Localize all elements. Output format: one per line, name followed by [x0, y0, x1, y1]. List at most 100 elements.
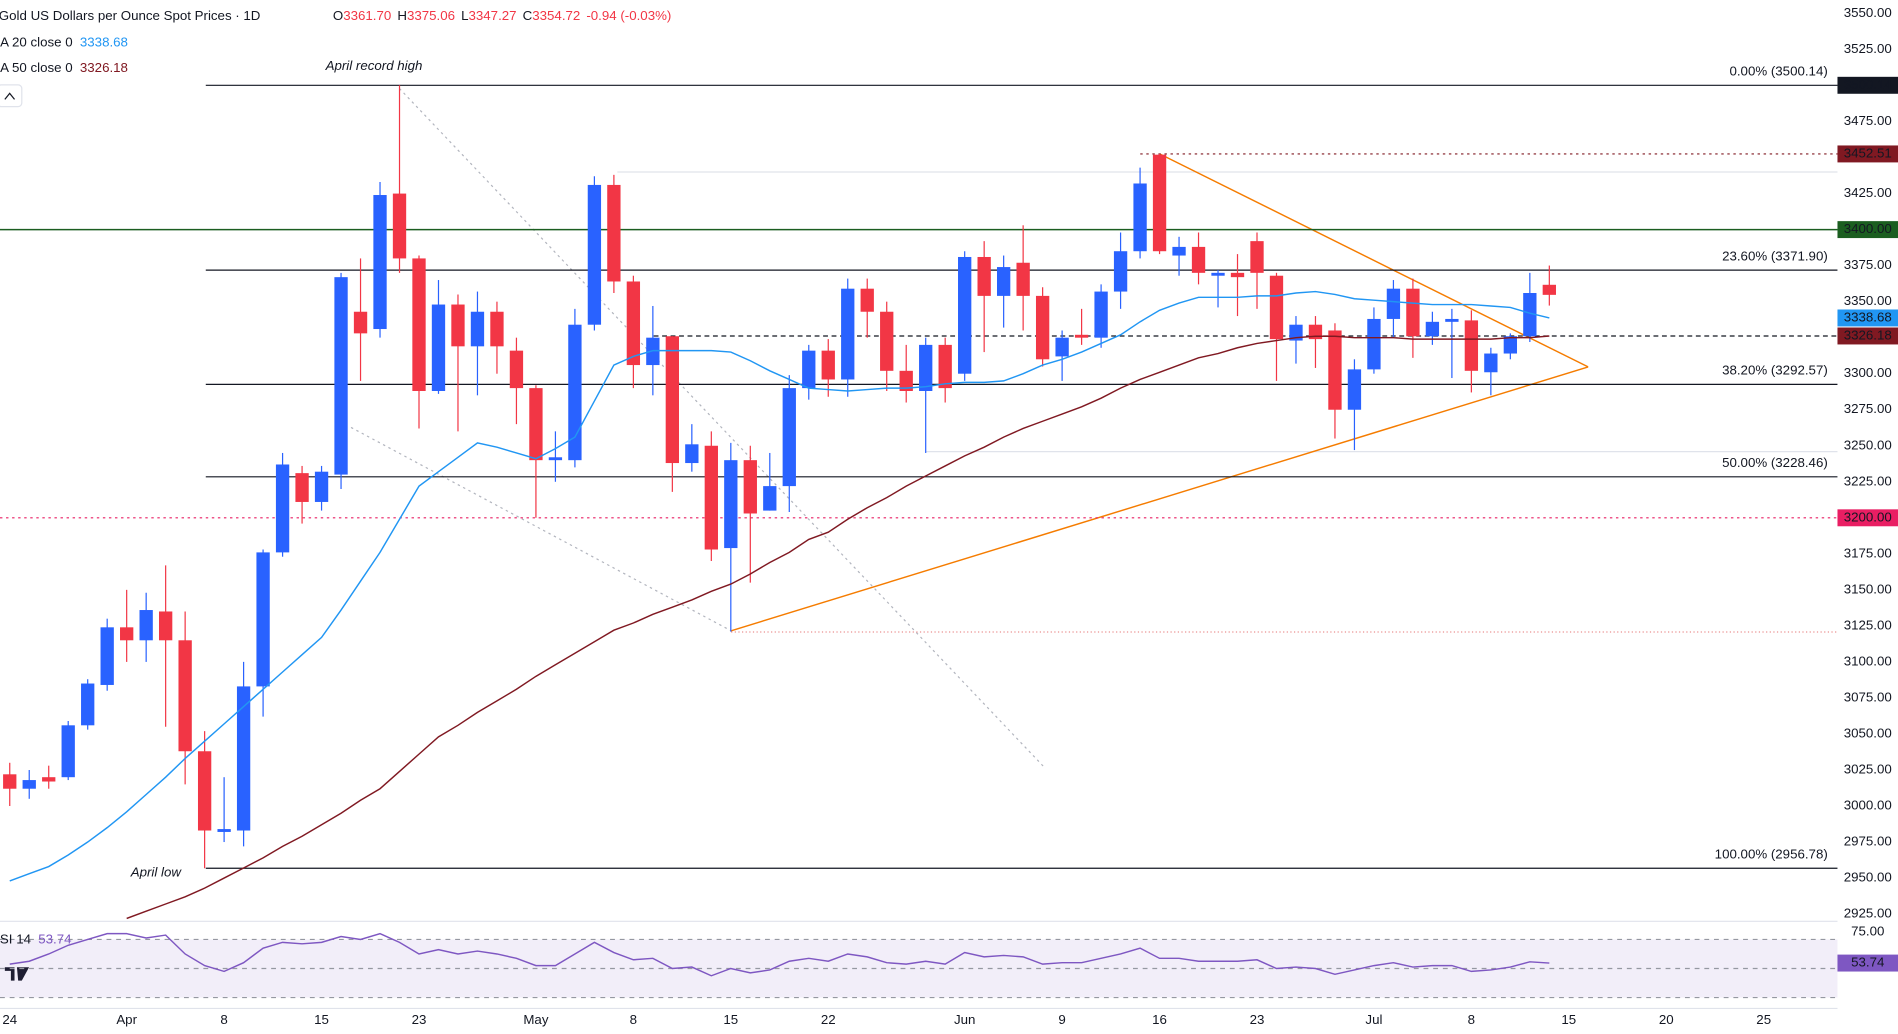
- candle-body: [1113, 251, 1128, 292]
- candle-body: [938, 344, 952, 389]
- candle-body: [1035, 295, 1050, 360]
- x-tick-label: Apr: [116, 1012, 137, 1027]
- trend-line: [350, 426, 732, 632]
- ohlc-legend: O3361.70 H3375.06 L3347.27 C3354.72 -0.94 (-…: [333, 7, 671, 22]
- candle-body: [1523, 293, 1537, 337]
- candle-body: [821, 350, 835, 380]
- candle-body: [626, 281, 641, 366]
- price-badge: [1837, 76, 1898, 94]
- candle-body: [763, 486, 777, 511]
- candle-body: [158, 611, 173, 641]
- candle-body: [724, 460, 738, 549]
- annotation: April low: [130, 864, 183, 879]
- candle-body: [314, 471, 329, 502]
- title: Gold US Dollars per Ounce Spot Prices · …: [0, 7, 260, 22]
- candle-body: [607, 184, 621, 282]
- y-tick-label: 3025.00: [1844, 762, 1892, 777]
- candle-body: [996, 267, 1011, 296]
- candle-body: [392, 193, 407, 259]
- candle-body: [1152, 154, 1167, 252]
- candle-body: [178, 640, 192, 752]
- candle-body: [61, 725, 75, 778]
- legend-entry: MA 20 close 0 3338.68: [0, 34, 128, 49]
- x-tick-label: 20: [1659, 1012, 1674, 1027]
- annotation: April record high: [325, 58, 423, 73]
- candle-body: [782, 388, 796, 487]
- y-tick-label: 2975.00: [1844, 834, 1892, 849]
- y-tick-label: 3150.00: [1844, 581, 1892, 596]
- y-tick-label: 3350.00: [1844, 293, 1892, 308]
- candle-body: [373, 195, 387, 330]
- logo-mark: [4, 967, 30, 981]
- x-tick-label: 8: [1468, 1012, 1475, 1027]
- candle-body: [529, 388, 543, 461]
- triangle-line: [1159, 153, 1589, 368]
- candle-body: [899, 370, 913, 391]
- candle-body: [685, 444, 699, 464]
- price-badge: [1837, 145, 1898, 163]
- y-tick-label: 2950.00: [1844, 870, 1892, 885]
- candle-body: [704, 445, 718, 550]
- rsi-line: [9, 932, 1550, 977]
- x-tick-label: 15: [1561, 1012, 1576, 1027]
- candle-body: [1074, 334, 1089, 338]
- legend-value: 3338.68: [80, 34, 128, 49]
- x-tick-label: 8: [630, 1012, 637, 1027]
- y-tick-label: 3300.00: [1844, 365, 1892, 380]
- candle-body: [743, 460, 757, 514]
- y-tick-label: 3550.00: [1844, 5, 1892, 20]
- fib-label: 50.00% (3228.46): [1722, 455, 1828, 470]
- x-tick-label: 25: [1756, 1012, 1771, 1027]
- y-tick-label: 3475.00: [1844, 113, 1892, 128]
- candle-body: [548, 457, 563, 461]
- drawings: [0, 84, 1898, 1028]
- price-badge-label: 3400.00: [1844, 221, 1892, 236]
- candle-body: [1250, 241, 1264, 273]
- candle-body: [587, 184, 602, 325]
- candle-body: [295, 473, 309, 502]
- candle-body: [1425, 321, 1440, 337]
- ohlc-value: 3361.70: [343, 7, 391, 22]
- collapse-icon: [4, 92, 15, 100]
- x-tick-label: 8: [220, 1012, 227, 1027]
- x-tick-label: May: [523, 1012, 548, 1027]
- candle-body: [1484, 353, 1498, 373]
- change: -0.94 (-0.03%): [586, 7, 671, 22]
- x-tick-label: 15: [723, 1012, 738, 1027]
- ohlc-key: H: [397, 7, 407, 22]
- ohlc-key: O: [333, 7, 343, 22]
- candle-body: [1016, 262, 1030, 296]
- candle-body: [841, 288, 855, 380]
- rsi-legend: RSI 14 53.74: [0, 931, 72, 946]
- legend-entry: MA 50 close 0 3326.18: [0, 59, 128, 74]
- candle-body: [802, 350, 816, 389]
- candle-body: [665, 336, 680, 464]
- x-tick-label: 16: [1152, 1012, 1167, 1027]
- ma-line: [126, 335, 1550, 920]
- y-tick-label: 3100.00: [1844, 653, 1892, 668]
- ma-line: [9, 290, 1550, 882]
- fib-label: 38.20% (3292.57): [1722, 363, 1828, 378]
- y-tick-label: 3175.00: [1844, 545, 1892, 560]
- legend-title: Gold US Dollars per Ounce Spot Prices · …: [0, 7, 260, 22]
- y-tick-label: 3425.00: [1844, 185, 1892, 200]
- candle-body: [42, 777, 56, 782]
- fib-label: 23.60% (3371.90): [1722, 248, 1828, 263]
- ohlc-key: C: [523, 7, 533, 22]
- candle-body: [1094, 291, 1108, 338]
- x-tick-label: 15: [314, 1012, 329, 1027]
- candle-body: [860, 288, 874, 312]
- candle-body: [256, 552, 270, 687]
- price-badge: [1837, 327, 1898, 345]
- candle-body: [1464, 320, 1479, 371]
- price-badge-label: 3338.68: [1844, 309, 1892, 324]
- y-tick-label: 3375.00: [1844, 257, 1892, 272]
- fib-label: 0.00% (3500.14): [1729, 63, 1827, 78]
- candle-body: [120, 627, 134, 641]
- candle-body: [100, 627, 114, 685]
- candle-body: [919, 344, 933, 391]
- y-tick-label: 3125.00: [1844, 617, 1892, 632]
- candle-body: [1230, 272, 1245, 278]
- price-badge-label: 3452.51: [1844, 145, 1892, 160]
